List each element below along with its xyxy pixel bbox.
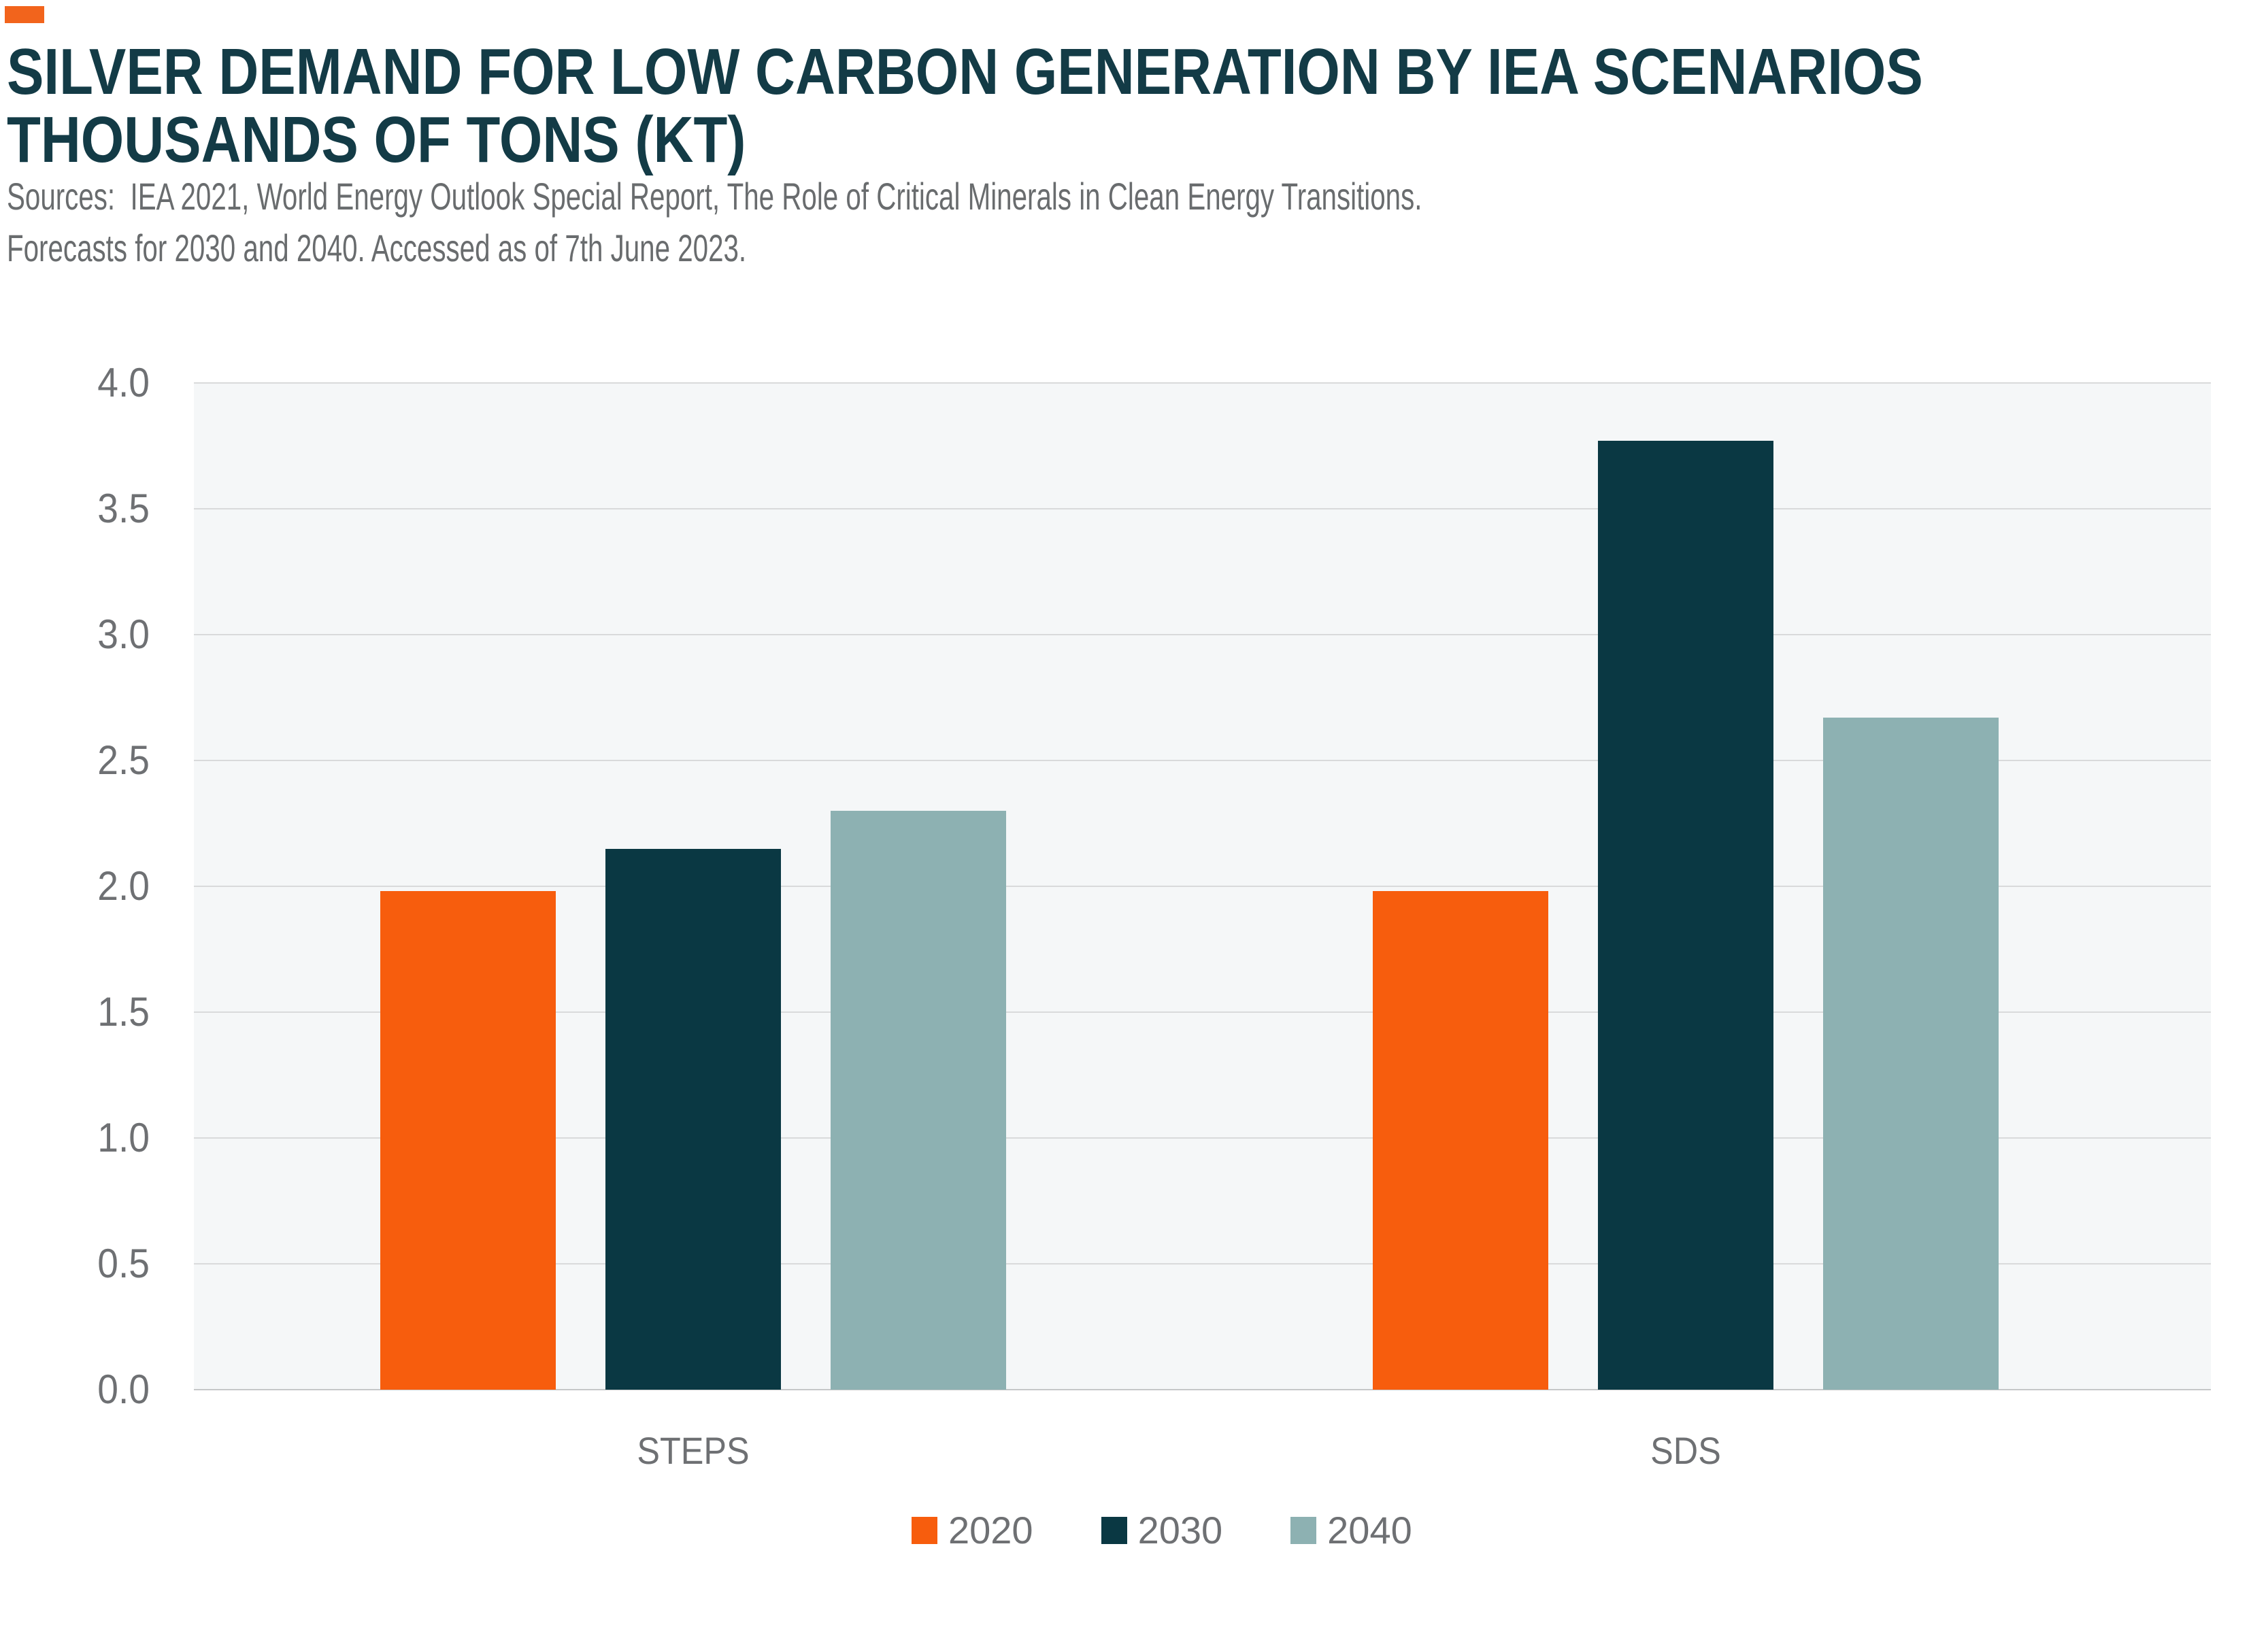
x-axis-label-SDS: SDS <box>1650 1429 1721 1472</box>
gridline <box>194 1263 2211 1264</box>
y-axis-tick-label: 2.5 <box>97 737 150 783</box>
gridline <box>194 1389 2211 1390</box>
y-axis-tick-label: 2.0 <box>97 863 150 909</box>
legend-label-2040: 2040 <box>1327 1509 1412 1552</box>
y-axis-tick-label: 3.0 <box>97 612 150 657</box>
y-axis-tick-label: 1.5 <box>97 989 150 1035</box>
chart-legend: 2020 2030 2040 <box>912 1511 1480 1549</box>
chart-title-line2: THOUSANDS OF TONS (KT) <box>7 103 746 176</box>
source-note-line1: Sources: IEA 2021, World Energy Outlook … <box>7 175 1422 218</box>
bar-SDS-2020 <box>1372 891 1548 1390</box>
x-axis-label-STEPS: STEPS <box>637 1429 750 1472</box>
gridline <box>194 760 2211 761</box>
legend-item-2040: 2040 <box>1290 1511 1412 1549</box>
legend-item-2020: 2020 <box>912 1511 1033 1549</box>
legend-label-2020: 2020 <box>948 1509 1033 1552</box>
bar-STEPS-2040 <box>831 811 1006 1390</box>
y-axis-tick-label: 0.0 <box>97 1367 150 1412</box>
chart-title: SILVER DEMAND FOR LOW CARBON GENERATION … <box>7 38 2261 174</box>
gridline <box>194 634 2211 635</box>
brand-mark <box>5 6 44 23</box>
bar-STEPS-2030 <box>605 848 781 1390</box>
bar-SDS-2030 <box>1597 441 1773 1390</box>
bar-STEPS-2020 <box>380 891 556 1390</box>
legend-swatch-2040 <box>1290 1517 1317 1544</box>
gridline <box>194 1011 2211 1013</box>
legend-label-2030: 2030 <box>1137 1509 1223 1552</box>
y-axis-tick-label: 0.5 <box>97 1241 150 1286</box>
gridline <box>194 886 2211 887</box>
gridline <box>194 508 2211 509</box>
bar-SDS-2040 <box>1822 718 1999 1390</box>
y-axis-tick-label: 3.5 <box>97 486 150 531</box>
y-axis-tick-label: 4.0 <box>97 360 150 405</box>
source-note-line2: Forecasts for 2030 and 2040. Accessed as… <box>7 227 747 269</box>
y-axis-tick-label: 1.0 <box>97 1115 150 1160</box>
legend-item-2030: 2030 <box>1101 1509 1223 1552</box>
legend-swatch-2030 <box>1101 1517 1127 1544</box>
gridline <box>194 382 2211 384</box>
chart-title-line1: SILVER DEMAND FOR LOW CARBON GENERATION … <box>7 35 1923 108</box>
source-note: Sources: IEA 2021, World Energy Outlook … <box>7 171 1973 274</box>
legend-swatch-2020 <box>912 1517 937 1544</box>
gridline <box>194 1137 2211 1139</box>
